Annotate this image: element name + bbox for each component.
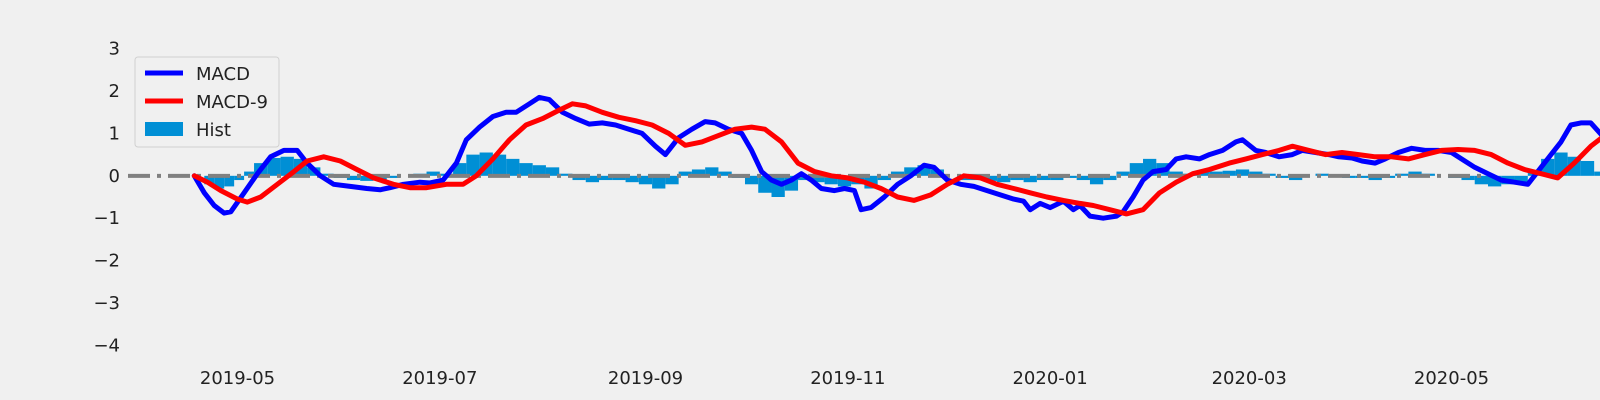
y-tick-label: −3 <box>93 293 120 314</box>
legend-swatch-hist <box>145 122 183 136</box>
hist-bar <box>1129 163 1144 176</box>
hist-bar <box>1222 170 1236 176</box>
hist-bar <box>234 175 245 181</box>
hist-bar <box>1036 175 1051 181</box>
hist-bar <box>1235 169 1250 176</box>
hist-bar <box>1368 175 1382 181</box>
hist-bar <box>506 158 520 176</box>
hist-bar <box>612 175 626 181</box>
hist-bar <box>599 175 613 181</box>
hist-bar <box>705 167 719 176</box>
hist-bar <box>466 154 480 176</box>
hist-bar <box>652 175 666 189</box>
hist-bar <box>1209 171 1223 176</box>
hist-bar <box>1488 175 1502 187</box>
hist-bar <box>346 175 361 181</box>
hist-bar <box>224 175 235 187</box>
hist-bar <box>267 158 281 176</box>
hist-bar <box>386 175 400 178</box>
hist-bar <box>572 175 586 181</box>
legend-label-hist: Hist <box>196 120 231 141</box>
hist-bar <box>890 171 905 176</box>
hist-bar <box>1116 171 1130 176</box>
hist-bar <box>877 175 891 181</box>
hist-bar <box>1580 160 1595 176</box>
hist-bar <box>1514 175 1528 183</box>
hist-bar <box>625 175 639 183</box>
hist-bar <box>904 167 918 176</box>
hist-bar <box>811 175 825 183</box>
hist-bar <box>214 175 225 189</box>
hist-bar <box>519 163 533 176</box>
hist-bar <box>1063 175 1077 178</box>
hist-bar <box>718 171 732 176</box>
y-tick-label: 1 <box>109 123 120 144</box>
hist-bar <box>678 171 692 176</box>
y-tick-label: −2 <box>93 251 120 272</box>
x-tick-label: 2019-07 <box>402 368 477 389</box>
x-tick-label: 2019-09 <box>608 368 683 389</box>
y-tick-label: −4 <box>93 335 120 356</box>
legend: MACD MACD-9 Hist <box>134 56 280 148</box>
hist-bar <box>824 175 838 185</box>
hist-bar <box>917 165 931 176</box>
y-tick-label: 0 <box>109 166 120 187</box>
hist-bar <box>204 175 215 185</box>
hist-bar <box>1594 171 1600 176</box>
hist-bar <box>1169 171 1183 176</box>
hist-bar <box>1408 171 1422 176</box>
x-tick-label: 2020-03 <box>1212 368 1287 389</box>
x-tick-label: 2019-11 <box>810 368 885 389</box>
hist-bar <box>1355 175 1369 178</box>
hist-bar <box>1288 175 1303 181</box>
hist-bar <box>244 171 255 176</box>
histogram-bars <box>204 152 1600 197</box>
hist-bar <box>585 175 600 183</box>
x-tick-labels: 2019-05 2019-07 2019-09 2019-11 2020-01 2020-… <box>200 368 1489 389</box>
y-tick-labels: 3 2 1 0 −1 −2 −3 −4 <box>93 39 120 357</box>
hist-bar <box>837 175 852 187</box>
hist-bar <box>983 175 998 181</box>
y-tick-label: 3 <box>109 39 120 60</box>
hist-bar <box>997 175 1011 183</box>
hist-bar <box>1089 175 1104 185</box>
legend-label-macd: MACD <box>196 64 250 85</box>
hist-bar <box>744 175 759 185</box>
hist-bar <box>532 165 546 176</box>
series-lines <box>191 94 1600 221</box>
hist-bar <box>545 167 560 176</box>
x-tick-label: 2019-05 <box>200 368 275 389</box>
hist-bar <box>492 154 507 176</box>
hist-bar <box>1275 175 1289 178</box>
hist-bar <box>1249 171 1263 176</box>
hist-bar <box>559 173 573 176</box>
hist-bar <box>1474 175 1488 185</box>
hist-bar <box>1315 173 1329 176</box>
series-line-macd <box>191 94 1600 221</box>
hist-bar <box>320 173 334 176</box>
x-tick-label: 2020-05 <box>1414 368 1489 389</box>
x-tick-label: 2020-01 <box>1012 368 1087 389</box>
y-tick-label: 2 <box>109 81 120 102</box>
hist-bar <box>665 175 679 185</box>
hist-bar <box>1023 175 1037 183</box>
hist-bar <box>638 175 653 185</box>
hist-bar <box>426 171 440 176</box>
hist-bar <box>1461 175 1475 181</box>
hist-bar <box>691 169 706 176</box>
hist-bar <box>360 175 374 181</box>
hist-bar <box>1076 175 1090 181</box>
y-tick-label: −1 <box>93 208 120 229</box>
hist-bar <box>1010 175 1024 181</box>
hist-bar <box>1103 175 1117 181</box>
series-line-macd-9 <box>191 101 1600 217</box>
hist-bar <box>1050 175 1064 181</box>
legend-label-macd-9: MACD-9 <box>196 92 268 113</box>
hist-bar <box>1395 173 1409 176</box>
